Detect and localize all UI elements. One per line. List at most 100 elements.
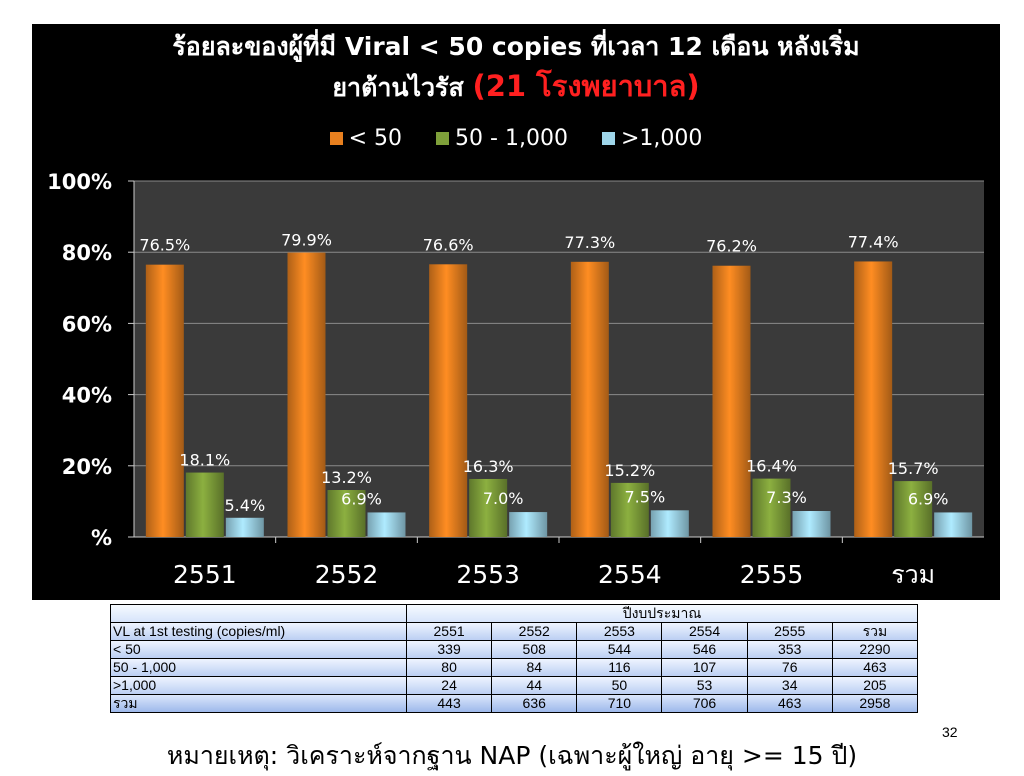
- table-group-header-row: ปีงบประมาณ: [110, 604, 918, 623]
- data-label: 76.2%: [706, 237, 757, 256]
- x-tick-label: 2555: [740, 560, 804, 589]
- chart-title-line-2: ยาต้านไวรัส (21 โรงพยาบาล): [32, 71, 1000, 103]
- table-cell: 544: [576, 640, 663, 659]
- table-row-label: รวม: [110, 694, 407, 713]
- bar-2-0: [225, 517, 264, 537]
- data-label: 18.1%: [179, 451, 230, 470]
- table-cell: 34: [746, 676, 833, 695]
- table-cell: 636: [491, 694, 578, 713]
- slide-number: 32: [942, 724, 958, 740]
- table-cell: 706: [661, 694, 748, 713]
- legend-label: >1,000: [620, 125, 703, 151]
- y-tick-label: 100%: [47, 170, 112, 194]
- bar-2-5: [934, 512, 973, 537]
- data-label: 77.3%: [564, 233, 615, 252]
- bar-1-4: [752, 478, 791, 537]
- table-column-header: รวม: [831, 622, 919, 641]
- table-cell: 50: [576, 676, 663, 695]
- y-tick-label: 40%: [62, 384, 112, 408]
- data-label: 16.3%: [463, 457, 514, 476]
- table-row-label: 50 - 1,000: [110, 658, 407, 677]
- table-group-header: ปีงบประมาณ: [406, 604, 918, 623]
- bar-1-2: [469, 478, 508, 537]
- table-row: < 50 339 508 544 546 353 2290: [110, 640, 919, 659]
- table-column-header: 2553: [576, 622, 663, 641]
- bar-2-2: [509, 512, 548, 537]
- table-row: >1,000 24 44 50 53 34 205: [110, 676, 919, 695]
- table-column-header: 2551: [405, 622, 493, 641]
- data-table: ปีงบประมาณ VL at 1st testing (copies/ml)…: [110, 604, 919, 713]
- legend-label: 50 - 1,000: [455, 125, 568, 151]
- table-row-label: < 50: [110, 640, 407, 659]
- table-cell: 76: [746, 658, 833, 677]
- data-label: 13.2%: [321, 468, 372, 487]
- table-cell: 463: [746, 694, 833, 713]
- data-label: 6.9%: [908, 489, 949, 508]
- data-label: 15.7%: [888, 459, 939, 478]
- y-tick-label: 80%: [62, 241, 112, 265]
- table-cell: 24: [405, 676, 493, 695]
- bar-chart: % 20% 40% 60% 80% 100% 76.5% 18.1% 5.4% 2551 79.9%…: [47, 170, 984, 589]
- bar-2-4: [792, 511, 831, 537]
- bar-2-1: [367, 512, 406, 537]
- bar-0-2: [429, 264, 468, 537]
- data-label: 7.0%: [483, 489, 524, 508]
- x-tick-label: 2554: [598, 560, 662, 589]
- table-column-header: 2552: [491, 622, 578, 641]
- table-cell: 546: [661, 640, 748, 659]
- bar-0-1: [287, 252, 326, 537]
- table-cell: 84: [491, 658, 578, 677]
- data-label: 6.9%: [341, 489, 382, 508]
- table-cell: 710: [576, 694, 663, 713]
- data-label: 5.4%: [225, 496, 266, 515]
- data-label: 79.9%: [281, 231, 332, 250]
- table-cell: 53: [661, 676, 748, 695]
- table-cell: 353: [746, 640, 833, 659]
- bar-0-0: [145, 264, 184, 537]
- data-label: 77.4%: [848, 232, 899, 251]
- table-cell: 80: [405, 658, 493, 677]
- x-tick-label: รวม: [891, 560, 935, 589]
- chart-legend: < 50 50 - 1,000 >1,000: [32, 124, 1000, 152]
- data-label: 76.6%: [423, 235, 474, 254]
- y-tick-label: 20%: [62, 455, 112, 479]
- table-cell: 339: [405, 640, 493, 659]
- y-tick-label: 60%: [62, 312, 112, 336]
- chart-title-line-1: ร้อยละของผู้ที่มี Viral < 50 copies ที่เ…: [172, 32, 860, 61]
- table-total-row: รวม 443 636 710 706 463 2958: [110, 694, 919, 713]
- bar-0-4: [712, 265, 751, 537]
- table-column-header: 2554: [661, 622, 748, 641]
- table-cell: 2290: [831, 640, 919, 659]
- legend-item: 50 - 1,000: [436, 126, 568, 151]
- bar-1-5: [894, 481, 933, 537]
- bar-0-5: [854, 261, 893, 537]
- data-label: 7.3%: [766, 488, 807, 507]
- table-cell: 508: [491, 640, 578, 659]
- y-tick-label: %: [91, 526, 112, 550]
- table-column-header: 2555: [746, 622, 833, 641]
- chart-title-text: ยาต้านไวรัส: [332, 73, 464, 102]
- data-label: 76.5%: [139, 236, 190, 255]
- table-cell: 116: [576, 658, 663, 677]
- legend-swatch: [601, 131, 615, 145]
- table-cell: 2958: [831, 694, 919, 713]
- table-cell: 44: [491, 676, 578, 695]
- x-tick-label: 2552: [315, 560, 379, 589]
- legend-label: < 50: [348, 125, 403, 151]
- x-tick-label: 2551: [173, 560, 237, 589]
- chart-panel: ร้อยละของผู้ที่มี Viral < 50 copies ที่เ…: [32, 24, 1000, 600]
- footnote: หมายเหตุ: วิเคราะห์จากฐาน NAP (เฉพาะผู้ใ…: [166, 741, 858, 770]
- data-label: 7.5%: [625, 487, 666, 506]
- legend-item: >1,000: [601, 125, 703, 151]
- table-cell: 463: [831, 658, 919, 677]
- legend-swatch: [329, 131, 343, 145]
- data-label: 15.2%: [604, 461, 655, 480]
- plot-area: [134, 181, 984, 537]
- table-header-row: VL at 1st testing (copies/ml) 2551 2552 …: [110, 622, 919, 641]
- table-cell: 107: [661, 658, 748, 677]
- table-row-label: >1,000: [110, 676, 407, 695]
- table-cell: 443: [405, 694, 493, 713]
- bar-1-3: [610, 482, 649, 537]
- x-tick-label: 2553: [456, 560, 520, 589]
- table-cell: 205: [831, 676, 919, 695]
